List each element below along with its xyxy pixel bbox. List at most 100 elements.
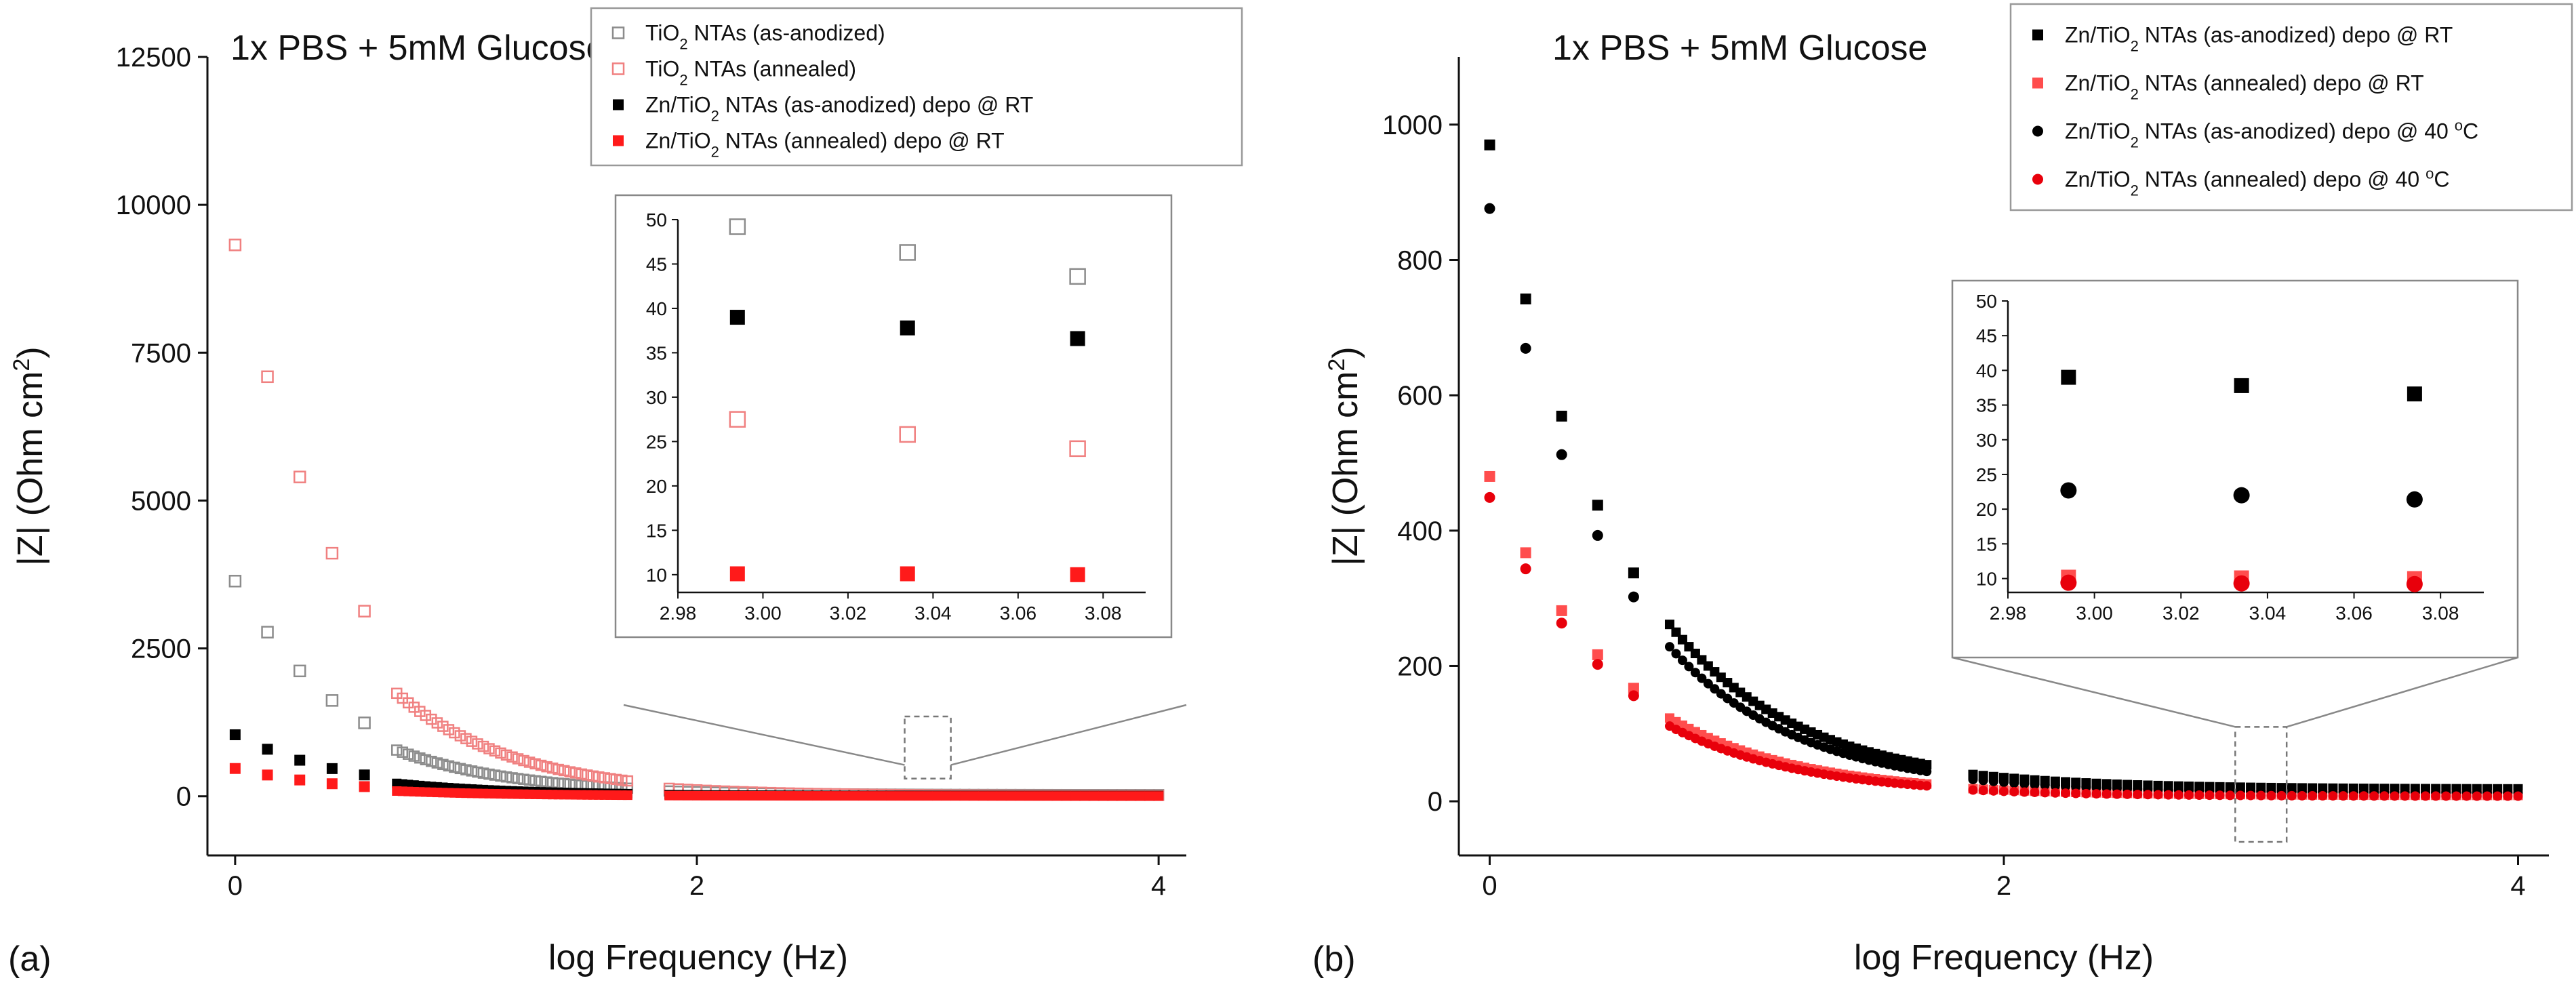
y-axis-label: |Z| (Ohm cm2) bbox=[1324, 346, 1365, 565]
data-point bbox=[2503, 791, 2513, 801]
data-point bbox=[2379, 791, 2390, 801]
data-point bbox=[729, 790, 739, 801]
data-point bbox=[2246, 790, 2256, 801]
data-point bbox=[673, 790, 683, 801]
data-point bbox=[1520, 294, 1531, 305]
data-point bbox=[2040, 788, 2050, 798]
data-point bbox=[664, 790, 675, 801]
data-point bbox=[1135, 791, 1145, 801]
data-point bbox=[1690, 668, 1700, 678]
data-point bbox=[895, 791, 905, 801]
data-point bbox=[2050, 781, 2060, 791]
data-point bbox=[1999, 786, 2009, 796]
inset-y-tick-label: 50 bbox=[1976, 291, 1997, 312]
inset-data-point bbox=[899, 426, 916, 443]
inset-data-point bbox=[2060, 574, 2077, 591]
inset-y-tick-label: 10 bbox=[1976, 569, 1997, 590]
data-point bbox=[2441, 791, 2451, 801]
inset-data-point bbox=[2061, 369, 2076, 385]
inset-data-point bbox=[729, 566, 745, 582]
data-point bbox=[443, 760, 455, 772]
inset-frame bbox=[1951, 279, 2519, 659]
data-point bbox=[229, 729, 241, 740]
data-point bbox=[1126, 791, 1136, 801]
inset-data-point bbox=[729, 310, 745, 325]
data-point bbox=[1592, 500, 1603, 511]
series-b-s4 bbox=[1484, 491, 2523, 801]
x-axis-label: log Frequency (Hz) bbox=[548, 938, 848, 977]
data-point bbox=[1556, 618, 1567, 629]
data-point bbox=[2276, 790, 2287, 801]
panel-label: (a) bbox=[8, 939, 52, 979]
data-point bbox=[2101, 789, 2112, 799]
data-point bbox=[1592, 659, 1603, 670]
y-tick-label: 800 bbox=[1397, 245, 1443, 275]
data-point bbox=[913, 791, 923, 801]
data-point bbox=[2009, 786, 2019, 796]
data-point bbox=[701, 790, 711, 801]
inset-data-point bbox=[1069, 440, 1086, 458]
data-point bbox=[886, 791, 896, 801]
x-tick-label: 2 bbox=[689, 871, 704, 901]
data-point bbox=[523, 756, 536, 768]
chart-panel-a: 0 2500 5000 7500 10000 12500 0 2 4 log Frequency … bbox=[8, 7, 1243, 979]
data-point bbox=[1988, 786, 1998, 796]
data-point bbox=[1098, 791, 1108, 801]
data-point bbox=[2040, 780, 2050, 790]
inset-data-point bbox=[2060, 482, 2077, 499]
data-point bbox=[2009, 778, 2019, 788]
data-point bbox=[867, 791, 877, 801]
data-point bbox=[541, 776, 552, 788]
data-point bbox=[358, 605, 371, 618]
x-axis-label: log Frequency (Hz) bbox=[1854, 938, 2154, 977]
data-point bbox=[359, 781, 370, 792]
data-point bbox=[719, 790, 729, 801]
y-tick-label: 7500 bbox=[131, 338, 191, 368]
data-point bbox=[1520, 342, 1531, 354]
data-point bbox=[997, 791, 1007, 801]
inset-x-tick-label: 3.04 bbox=[2249, 603, 2287, 624]
data-point bbox=[472, 738, 483, 750]
data-point bbox=[472, 766, 483, 778]
data-point bbox=[2050, 788, 2060, 798]
data-point bbox=[414, 752, 426, 764]
data-point bbox=[1664, 620, 1674, 630]
data-point bbox=[431, 757, 443, 769]
y-tick-label: 5000 bbox=[131, 486, 191, 516]
data-point bbox=[747, 790, 757, 801]
data-point bbox=[2308, 791, 2318, 801]
x-tick-label: 4 bbox=[1151, 871, 1166, 901]
legend-label: TiO2 NTAs (annealed) bbox=[645, 57, 856, 89]
x-tick-label: 2 bbox=[1996, 871, 2011, 901]
data-point bbox=[466, 765, 478, 777]
data-point bbox=[1034, 791, 1044, 801]
y-tick-label: 2500 bbox=[131, 634, 191, 664]
data-point bbox=[294, 774, 306, 786]
data-point bbox=[605, 773, 616, 784]
legend-label: Zn/TiO2 NTAs (as-anodized) depo @ 40 oC bbox=[2065, 117, 2478, 150]
data-point bbox=[466, 735, 478, 747]
data-point bbox=[489, 745, 501, 757]
data-point bbox=[229, 763, 241, 774]
data-point bbox=[1070, 791, 1081, 801]
data-point bbox=[2297, 790, 2307, 801]
legend-label: Zn/TiO2 NTAs (as-anodized) depo @ RT bbox=[2065, 23, 2453, 55]
data-point bbox=[1922, 767, 1932, 777]
inset-x-tick-label: 3.02 bbox=[2162, 603, 2200, 624]
legend: TiO2 NTAs (as-anodized) TiO2 NTAs (anneal… bbox=[590, 7, 1243, 167]
data-point bbox=[325, 694, 339, 707]
data-point bbox=[692, 790, 702, 801]
inset-data-point bbox=[900, 320, 915, 336]
data-point bbox=[765, 791, 776, 801]
legend-label: Zn/TiO2 NTAs (as-anodized) depo @ RT bbox=[645, 93, 1033, 125]
y-tick-label: 12500 bbox=[116, 43, 191, 73]
data-point bbox=[1043, 791, 1053, 801]
inset-y-tick-label: 25 bbox=[1976, 464, 1997, 485]
chart-panel-b: 0 200 400 600 800 1000 0 2 4 log Frequency (Hz) |Z… bbox=[1312, 3, 2573, 979]
panel-label: (b) bbox=[1312, 939, 1356, 979]
data-point bbox=[518, 773, 529, 785]
data-point bbox=[2030, 787, 2040, 797]
data-point bbox=[546, 762, 559, 774]
data-point bbox=[821, 791, 831, 801]
data-point bbox=[2451, 791, 2461, 801]
